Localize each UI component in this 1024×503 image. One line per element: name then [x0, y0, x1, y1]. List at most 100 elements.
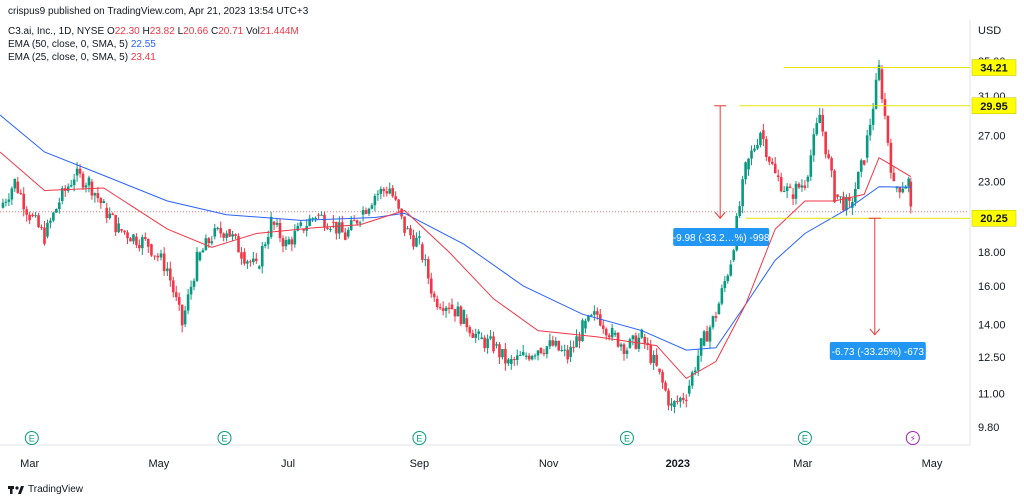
- candle-body: [563, 349, 567, 351]
- candle-body: [655, 354, 658, 366]
- candle-body: [465, 318, 469, 328]
- candle-body: [10, 188, 14, 200]
- candle-body: [243, 252, 246, 264]
- earnings-marker-icon: [217, 431, 232, 445]
- tradingview-logo-icon: [8, 485, 24, 494]
- candle-body: [153, 255, 156, 257]
- candle-body: [785, 186, 789, 192]
- candle-body: [22, 193, 26, 210]
- candle-body: [652, 354, 655, 363]
- candle-body: [171, 280, 175, 293]
- candle-body: [406, 228, 409, 230]
- candle-body: [335, 221, 338, 234]
- candle-body: [192, 280, 196, 287]
- candle-body: [741, 179, 744, 207]
- candle-body: [649, 345, 652, 363]
- ema50-value: 22.55: [130, 39, 156, 50]
- candle-body: [323, 214, 326, 228]
- candle-body: [747, 158, 750, 170]
- candle-body: [216, 227, 220, 229]
- ema50-legend[interactable]: EMA (50, close, 0, SMA, 5) 22.55: [8, 39, 156, 50]
- candle-body: [862, 160, 866, 165]
- candle-body: [201, 250, 205, 253]
- y-tick-label: 11.00: [978, 389, 1005, 401]
- candle-body: [447, 307, 451, 310]
- candle-body: [382, 188, 386, 192]
- candle-body: [254, 258, 258, 261]
- candle-body: [865, 135, 869, 158]
- candle-body: [907, 178, 910, 187]
- symbol-name: C3.ai, Inc., 1D, NYSE: [8, 26, 105, 37]
- candle-body: [314, 218, 317, 220]
- candle-body: [765, 139, 768, 157]
- candle-body: [246, 261, 249, 264]
- candle-body: [272, 221, 276, 225]
- candle-body: [1, 202, 5, 208]
- candle-body: [189, 286, 193, 295]
- volume-label: Vol: [246, 26, 260, 37]
- candle-body: [81, 173, 85, 188]
- candle-body: [854, 189, 857, 203]
- candle-body: [169, 268, 172, 281]
- candle-body: [204, 238, 208, 251]
- candle-body: [459, 306, 463, 324]
- candle-body: [361, 210, 365, 215]
- earnings-marker-icon: [412, 431, 427, 445]
- candle-body: [604, 328, 608, 336]
- candle-body: [177, 297, 181, 305]
- candle-body: [135, 236, 138, 245]
- candle-body: [66, 186, 70, 191]
- y-tick-label: 23.00: [978, 177, 1006, 189]
- measure-tag: [829, 342, 926, 360]
- candle-body: [521, 351, 525, 356]
- candle-body: [836, 194, 839, 197]
- candle-body: [450, 304, 454, 310]
- candle-body: [373, 195, 377, 206]
- candle-body: [824, 131, 827, 155]
- candle-body: [117, 223, 120, 233]
- candle-body: [530, 355, 534, 360]
- footer-brand-label: TradingView: [28, 484, 84, 495]
- candle-body: [670, 403, 673, 406]
- candle-body: [640, 329, 644, 338]
- candle-body: [593, 311, 596, 315]
- upcoming-event-icon: [905, 431, 920, 445]
- candle-body: [495, 344, 498, 346]
- candle-body: [468, 327, 472, 334]
- candle-body: [400, 208, 403, 217]
- candle-body: [889, 142, 893, 173]
- candle-body: [329, 229, 332, 231]
- candle-body: [507, 359, 510, 364]
- candle-body: [150, 244, 153, 256]
- candle-body: [607, 335, 611, 338]
- candle-body: [438, 307, 442, 309]
- candle-body: [284, 240, 288, 247]
- candle-body: [895, 187, 899, 189]
- candle-body: [791, 194, 795, 199]
- candle-body: [228, 229, 231, 237]
- candle-body: [732, 250, 736, 261]
- x-tick-label: Mar: [793, 458, 812, 470]
- candle-body: [198, 252, 202, 261]
- footer-brand[interactable]: TradingView: [8, 484, 83, 495]
- candle-body: [40, 227, 43, 229]
- candle-body: [364, 210, 368, 214]
- ema25-legend[interactable]: EMA (25, close, 0, SMA, 5) 23.41: [8, 52, 156, 63]
- candle-body: [477, 331, 481, 334]
- candle-body: [69, 185, 73, 187]
- candle-body: [352, 220, 356, 222]
- candle-body: [622, 344, 626, 354]
- candle-body: [898, 187, 902, 193]
- candle-body: [108, 213, 112, 219]
- candle-body: [601, 325, 605, 329]
- y-tick-label: 9.80: [978, 422, 999, 434]
- candle-body: [717, 303, 721, 315]
- currency-label: USD: [978, 25, 1001, 37]
- candle-body: [444, 307, 448, 311]
- x-tick-label: Jul: [281, 458, 295, 470]
- symbol-ohlc-legend[interactable]: C3.ai, Inc., 1D, NYSE O22.30 H23.82 L20.…: [8, 26, 299, 37]
- candle-body: [34, 215, 37, 217]
- candle-body: [590, 314, 593, 316]
- earnings-marker-label: E: [624, 434, 630, 444]
